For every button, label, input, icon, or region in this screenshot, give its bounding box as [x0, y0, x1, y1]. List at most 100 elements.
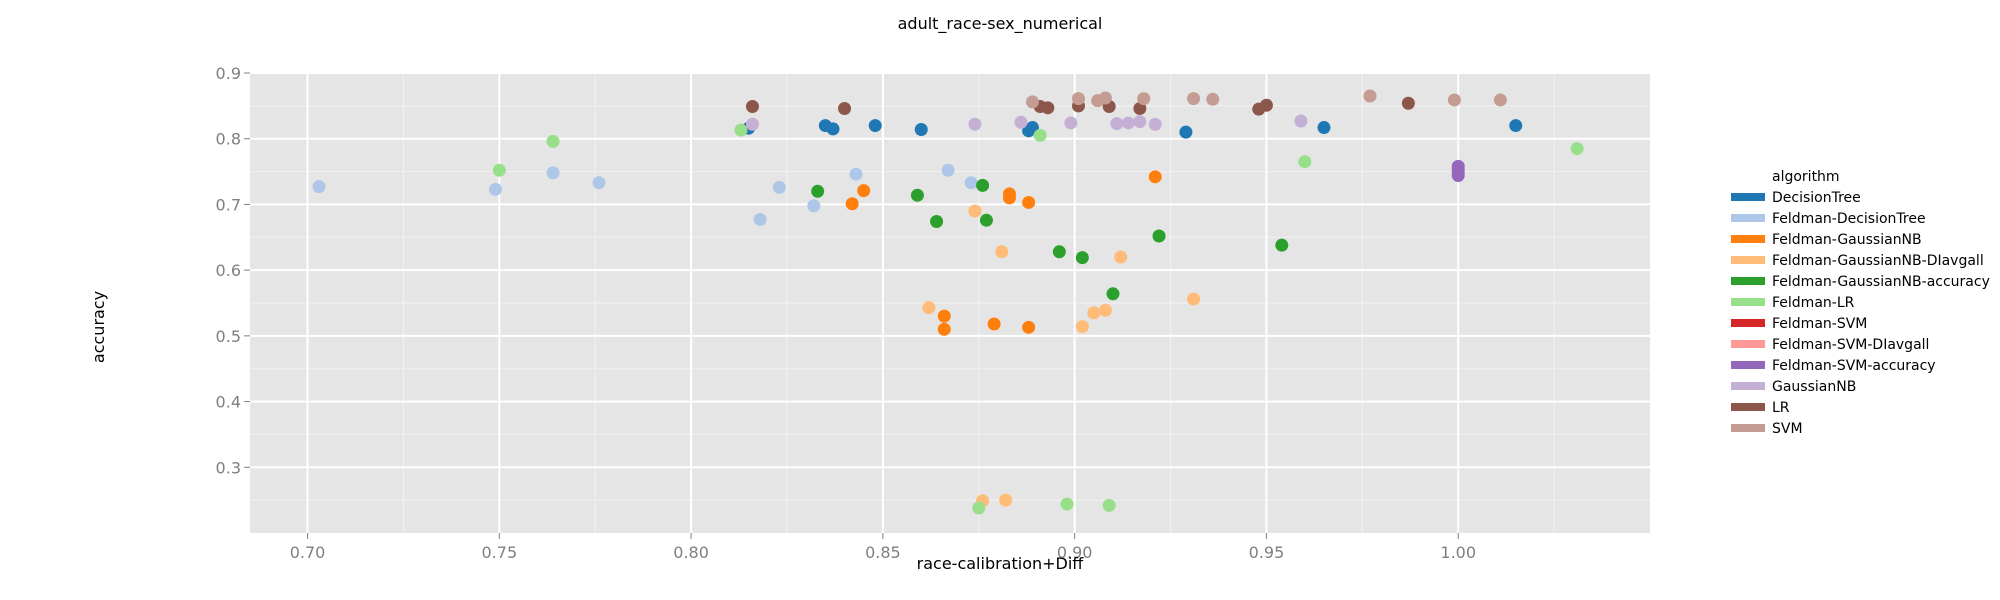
data-point	[922, 301, 936, 315]
data-point	[592, 176, 606, 190]
data-point	[1025, 95, 1039, 109]
data-point	[734, 123, 748, 137]
data-point	[1152, 229, 1166, 243]
data-point	[1570, 142, 1584, 156]
series-feldman-decisiontree	[312, 163, 978, 227]
legend-swatch	[1731, 298, 1765, 306]
data-point	[1110, 117, 1124, 131]
x-axis-title: race-calibration+Diff	[917, 554, 1085, 573]
data-point	[745, 117, 759, 131]
data-point	[1294, 114, 1308, 128]
data-points	[312, 89, 1584, 515]
legend-swatch	[1731, 382, 1765, 390]
y-tick-label: 0.3	[216, 458, 241, 477]
data-point	[488, 182, 502, 196]
data-point	[910, 188, 924, 202]
data-point	[811, 184, 825, 198]
data-point	[1401, 96, 1415, 110]
y-axis-title: accuracy	[89, 291, 108, 363]
x-tick-label: 0.70	[290, 543, 326, 562]
legend-label: DecisionTree	[1772, 190, 1861, 206]
data-point	[1206, 92, 1220, 106]
legend-title: algorithm	[1772, 169, 1840, 185]
data-point	[1148, 170, 1162, 184]
x-tick-label: 0.75	[482, 543, 518, 562]
data-point	[1187, 292, 1201, 306]
series-gaussiannb	[745, 114, 1308, 131]
legend-swatch	[1731, 277, 1765, 285]
data-point	[1098, 303, 1112, 317]
data-point	[1106, 287, 1120, 301]
data-point	[312, 180, 326, 194]
series-feldman-gaussiannb	[845, 170, 1162, 336]
data-point	[1071, 92, 1085, 106]
data-point	[838, 101, 852, 115]
legend-swatch	[1731, 256, 1765, 264]
data-point	[753, 213, 767, 227]
legend-label: Feldman-GaussianNB-DIavgall	[1772, 253, 1984, 269]
data-point	[937, 322, 951, 336]
data-point	[1509, 119, 1523, 133]
y-tick-label: 0.4	[216, 393, 241, 412]
data-point	[968, 117, 982, 131]
x-tick-label: 1.00	[1440, 543, 1476, 562]
data-point	[1098, 91, 1112, 105]
data-point	[1298, 155, 1312, 169]
data-point	[849, 167, 863, 181]
data-point	[807, 199, 821, 213]
x-tick-label: 0.85	[865, 543, 901, 562]
data-point	[546, 134, 560, 148]
y-tick-label: 0.6	[216, 261, 241, 280]
y-tick-label: 0.7	[216, 195, 241, 214]
data-point	[1064, 116, 1078, 130]
legend-label: Feldman-SVM	[1772, 316, 1867, 332]
data-point	[1075, 320, 1089, 334]
y-tick-label: 0.5	[216, 327, 241, 346]
data-point	[1041, 101, 1055, 115]
series-feldman-gaussiannb-accuracy	[811, 178, 1289, 301]
data-point	[1187, 92, 1201, 106]
data-point	[976, 178, 990, 192]
data-point	[995, 245, 1009, 259]
legend-label: Feldman-GaussianNB-accuracy	[1772, 274, 1990, 290]
series-svm	[1025, 89, 1507, 109]
data-point	[1133, 115, 1147, 129]
data-point	[1493, 93, 1507, 107]
data-point	[1075, 251, 1089, 265]
legend-swatch	[1731, 340, 1765, 348]
data-point	[1121, 116, 1135, 130]
legend-label: Feldman-GaussianNB	[1772, 232, 1922, 248]
data-point	[1060, 497, 1074, 511]
data-point	[1114, 250, 1128, 264]
data-point	[772, 180, 786, 194]
data-point	[1363, 89, 1377, 103]
legend-swatch	[1731, 235, 1765, 243]
data-point	[1033, 128, 1047, 142]
legend-label: Feldman-SVM-accuracy	[1772, 358, 1936, 374]
data-point	[972, 501, 986, 515]
legend-swatch	[1731, 424, 1765, 432]
x-tick-label: 0.80	[673, 543, 709, 562]
data-point	[1179, 125, 1193, 139]
x-axis-ticks: 0.70 0.75 0.80 0.85 0.90 0.95 1.00	[290, 533, 1476, 562]
data-point	[1087, 306, 1101, 320]
data-point	[745, 100, 759, 114]
data-point	[826, 122, 840, 136]
chart-title: adult_race-sex_numerical	[898, 14, 1103, 34]
data-point	[1133, 101, 1147, 115]
data-point	[546, 166, 560, 180]
data-point	[930, 215, 944, 229]
legend-label: LR	[1772, 400, 1790, 416]
data-point	[1148, 117, 1162, 131]
major-gridlines	[250, 72, 1650, 533]
data-point	[845, 197, 859, 211]
legend-swatch	[1731, 193, 1765, 201]
data-point	[941, 163, 955, 177]
data-point	[1102, 498, 1116, 512]
data-point	[492, 163, 506, 177]
minor-gridlines	[250, 73, 1650, 533]
y-tick-label: 0.8	[216, 130, 241, 149]
data-point	[999, 493, 1013, 507]
data-point	[1317, 121, 1331, 135]
